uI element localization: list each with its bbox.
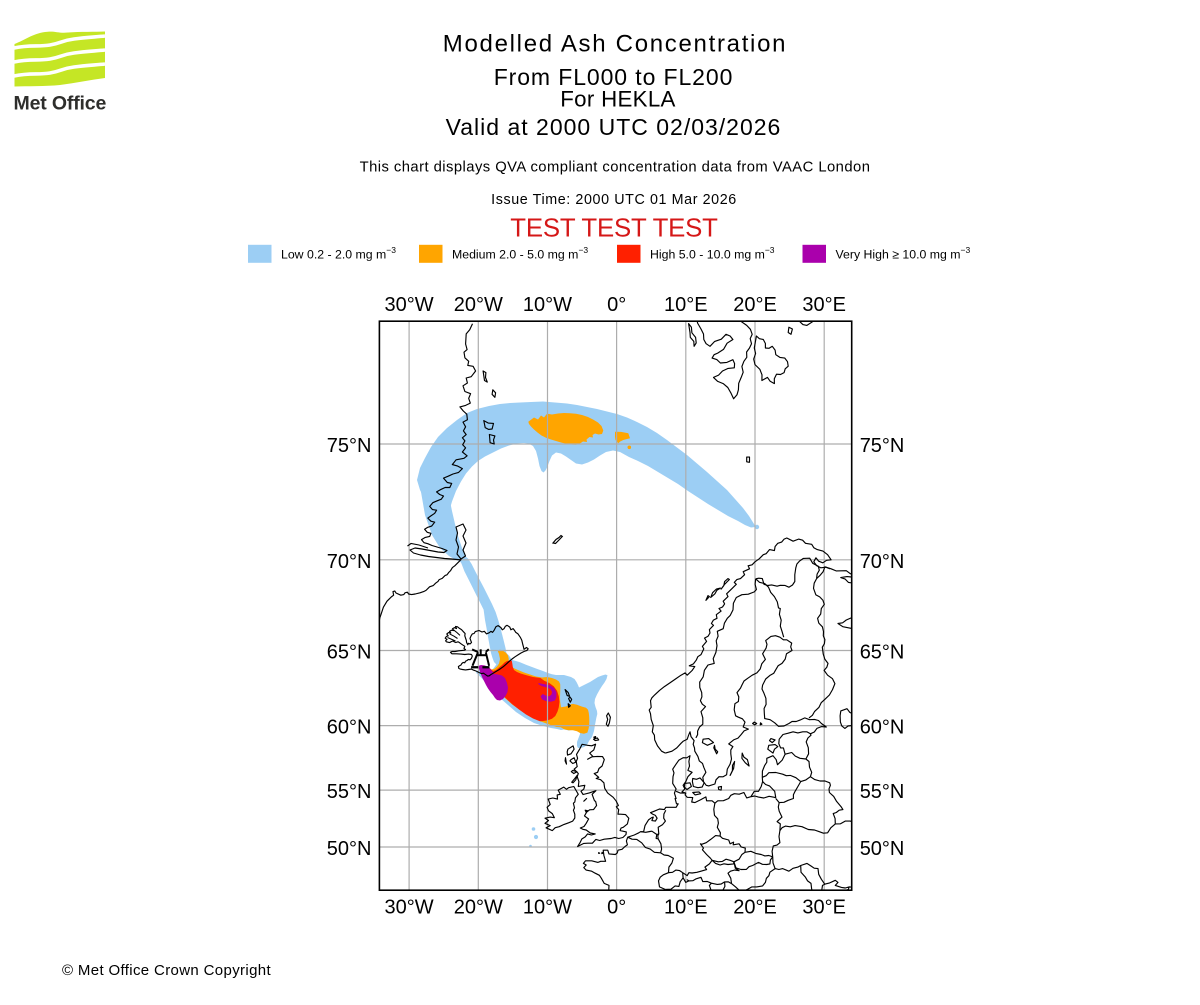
svg-text:Issue Time: 2000 UTC 01 Mar 20: Issue Time: 2000 UTC 01 Mar 2026 [491,192,737,208]
svg-text:20°E: 20°E [733,897,777,919]
svg-text:30°W: 30°W [385,897,434,919]
svg-text:65°N: 65°N [860,642,905,664]
svg-text:High 5.0 - 10.0 mg m−3: High 5.0 - 10.0 mg m−3 [650,245,775,262]
svg-text:10°W: 10°W [523,294,572,316]
svg-text:60°N: 60°N [327,717,372,739]
svg-text:Met Office: Met Office [14,93,107,115]
svg-text:60°N: 60°N [860,717,905,739]
svg-text:20°W: 20°W [454,294,503,316]
svg-text:10°E: 10°E [664,294,708,316]
svg-text:20°W: 20°W [454,897,503,919]
svg-text:70°N: 70°N [860,551,905,573]
svg-text:Very High ≥ 10.0 mg m−3: Very High ≥ 10.0 mg m−3 [836,245,971,262]
svg-text:Valid at 2000 UTC 02/03/2026: Valid at 2000 UTC 02/03/2026 [446,114,782,140]
svg-text:30°E: 30°E [802,897,846,919]
svg-text:70°N: 70°N [327,551,372,573]
svg-text:From FL000 to FL200: From FL000 to FL200 [494,64,734,90]
svg-text:55°N: 55°N [327,781,372,803]
svg-text:0°: 0° [607,897,626,919]
svg-text:75°N: 75°N [860,435,905,457]
svg-text:0°: 0° [607,294,626,316]
svg-text:Medium 2.0 - 5.0 mg m−3: Medium 2.0 - 5.0 mg m−3 [452,245,588,262]
svg-text:© Met Office Crown Copyright: © Met Office Crown Copyright [62,962,271,979]
svg-text:For HEKLA: For HEKLA [560,87,675,112]
svg-text:10°W: 10°W [523,897,572,919]
svg-text:20°E: 20°E [733,294,777,316]
svg-text:Modelled Ash Concentration: Modelled Ash Concentration [443,31,787,58]
svg-text:75°N: 75°N [327,435,372,457]
svg-text:50°N: 50°N [860,838,905,860]
svg-text:30°E: 30°E [802,294,846,316]
svg-text:This chart displays QVA compli: This chart displays QVA compliant concen… [360,160,871,176]
svg-text:30°W: 30°W [385,294,434,316]
svg-text:55°N: 55°N [860,781,905,803]
svg-text:10°E: 10°E [664,897,708,919]
svg-text:Low 0.2 - 2.0 mg m−3: Low 0.2 - 2.0 mg m−3 [281,245,396,262]
svg-text:65°N: 65°N [327,642,372,664]
svg-text:50°N: 50°N [327,838,372,860]
svg-text:TEST TEST TEST: TEST TEST TEST [510,215,718,243]
